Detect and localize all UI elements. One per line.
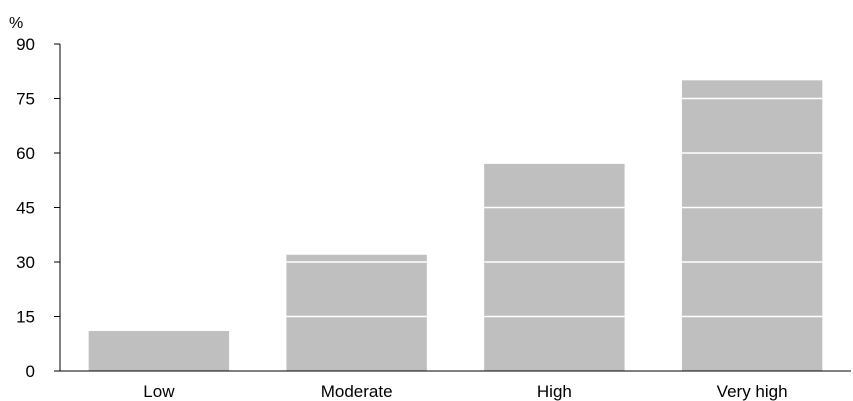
bar-very-high bbox=[681, 80, 823, 371]
bar-high bbox=[484, 163, 625, 371]
y-ticks-group: 0 15 30 45 60 75 90 bbox=[16, 35, 60, 381]
y-tick-label: 75 bbox=[16, 90, 35, 109]
y-tick-label: 15 bbox=[16, 308, 35, 327]
x-tick-label: Very high bbox=[717, 382, 788, 401]
y-tick-label: 60 bbox=[16, 144, 35, 163]
y-tick-label: 45 bbox=[16, 199, 35, 218]
x-tick-label: Low bbox=[143, 382, 175, 401]
y-tick-label: 90 bbox=[16, 35, 35, 54]
y-tick-label: 30 bbox=[16, 253, 35, 272]
bar-moderate bbox=[286, 254, 427, 371]
bar-low bbox=[88, 331, 230, 371]
y-tick-label: 0 bbox=[26, 362, 35, 381]
bars-group bbox=[88, 80, 823, 371]
gridlines-group bbox=[286, 97, 823, 318]
x-tick-label: Moderate bbox=[321, 382, 393, 401]
y-axis-unit-label: % bbox=[9, 15, 23, 32]
x-tick-label: High bbox=[537, 382, 572, 401]
x-labels-group: Low Moderate High Very high bbox=[143, 382, 787, 401]
